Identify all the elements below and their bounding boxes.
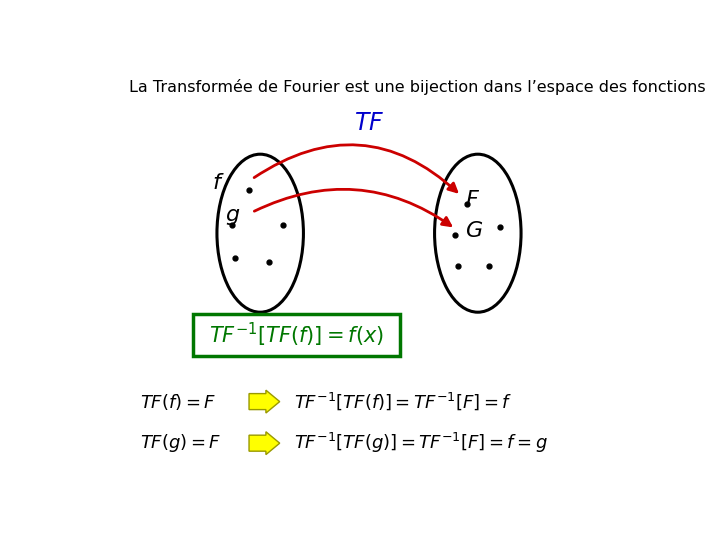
Text: $TF^{-1}\left[TF(g)\right] = TF^{-1}\left[F\right] = f = g$: $TF^{-1}\left[TF(g)\right] = TF^{-1}\lef… [294,431,548,455]
Text: $TF^{-1}\left[TF(f)\right] = TF^{-1}\left[F\right] = f$: $TF^{-1}\left[TF(f)\right] = TF^{-1}\lef… [294,391,512,413]
Text: $TF^{-1}[TF(f)] = f(x)$: $TF^{-1}[TF(f)] = f(x)$ [209,321,384,349]
Text: La Transformée de Fourier est une bijection dans l’espace des fonctions: La Transformée de Fourier est une biject… [129,79,706,96]
Text: $TF(g) = F$: $TF(g) = F$ [140,432,222,454]
Text: $F$: $F$ [465,190,480,210]
Text: $G$: $G$ [465,221,483,241]
Text: $TF(f) = F$: $TF(f) = F$ [140,392,217,411]
FancyArrowPatch shape [254,145,456,192]
FancyArrowPatch shape [254,190,451,226]
Text: $g$: $g$ [225,207,240,227]
Text: $\it{TF}$: $\it{TF}$ [354,111,384,135]
Polygon shape [249,432,279,455]
Polygon shape [249,390,279,413]
Text: $f$: $f$ [212,173,225,193]
FancyBboxPatch shape [193,314,400,356]
